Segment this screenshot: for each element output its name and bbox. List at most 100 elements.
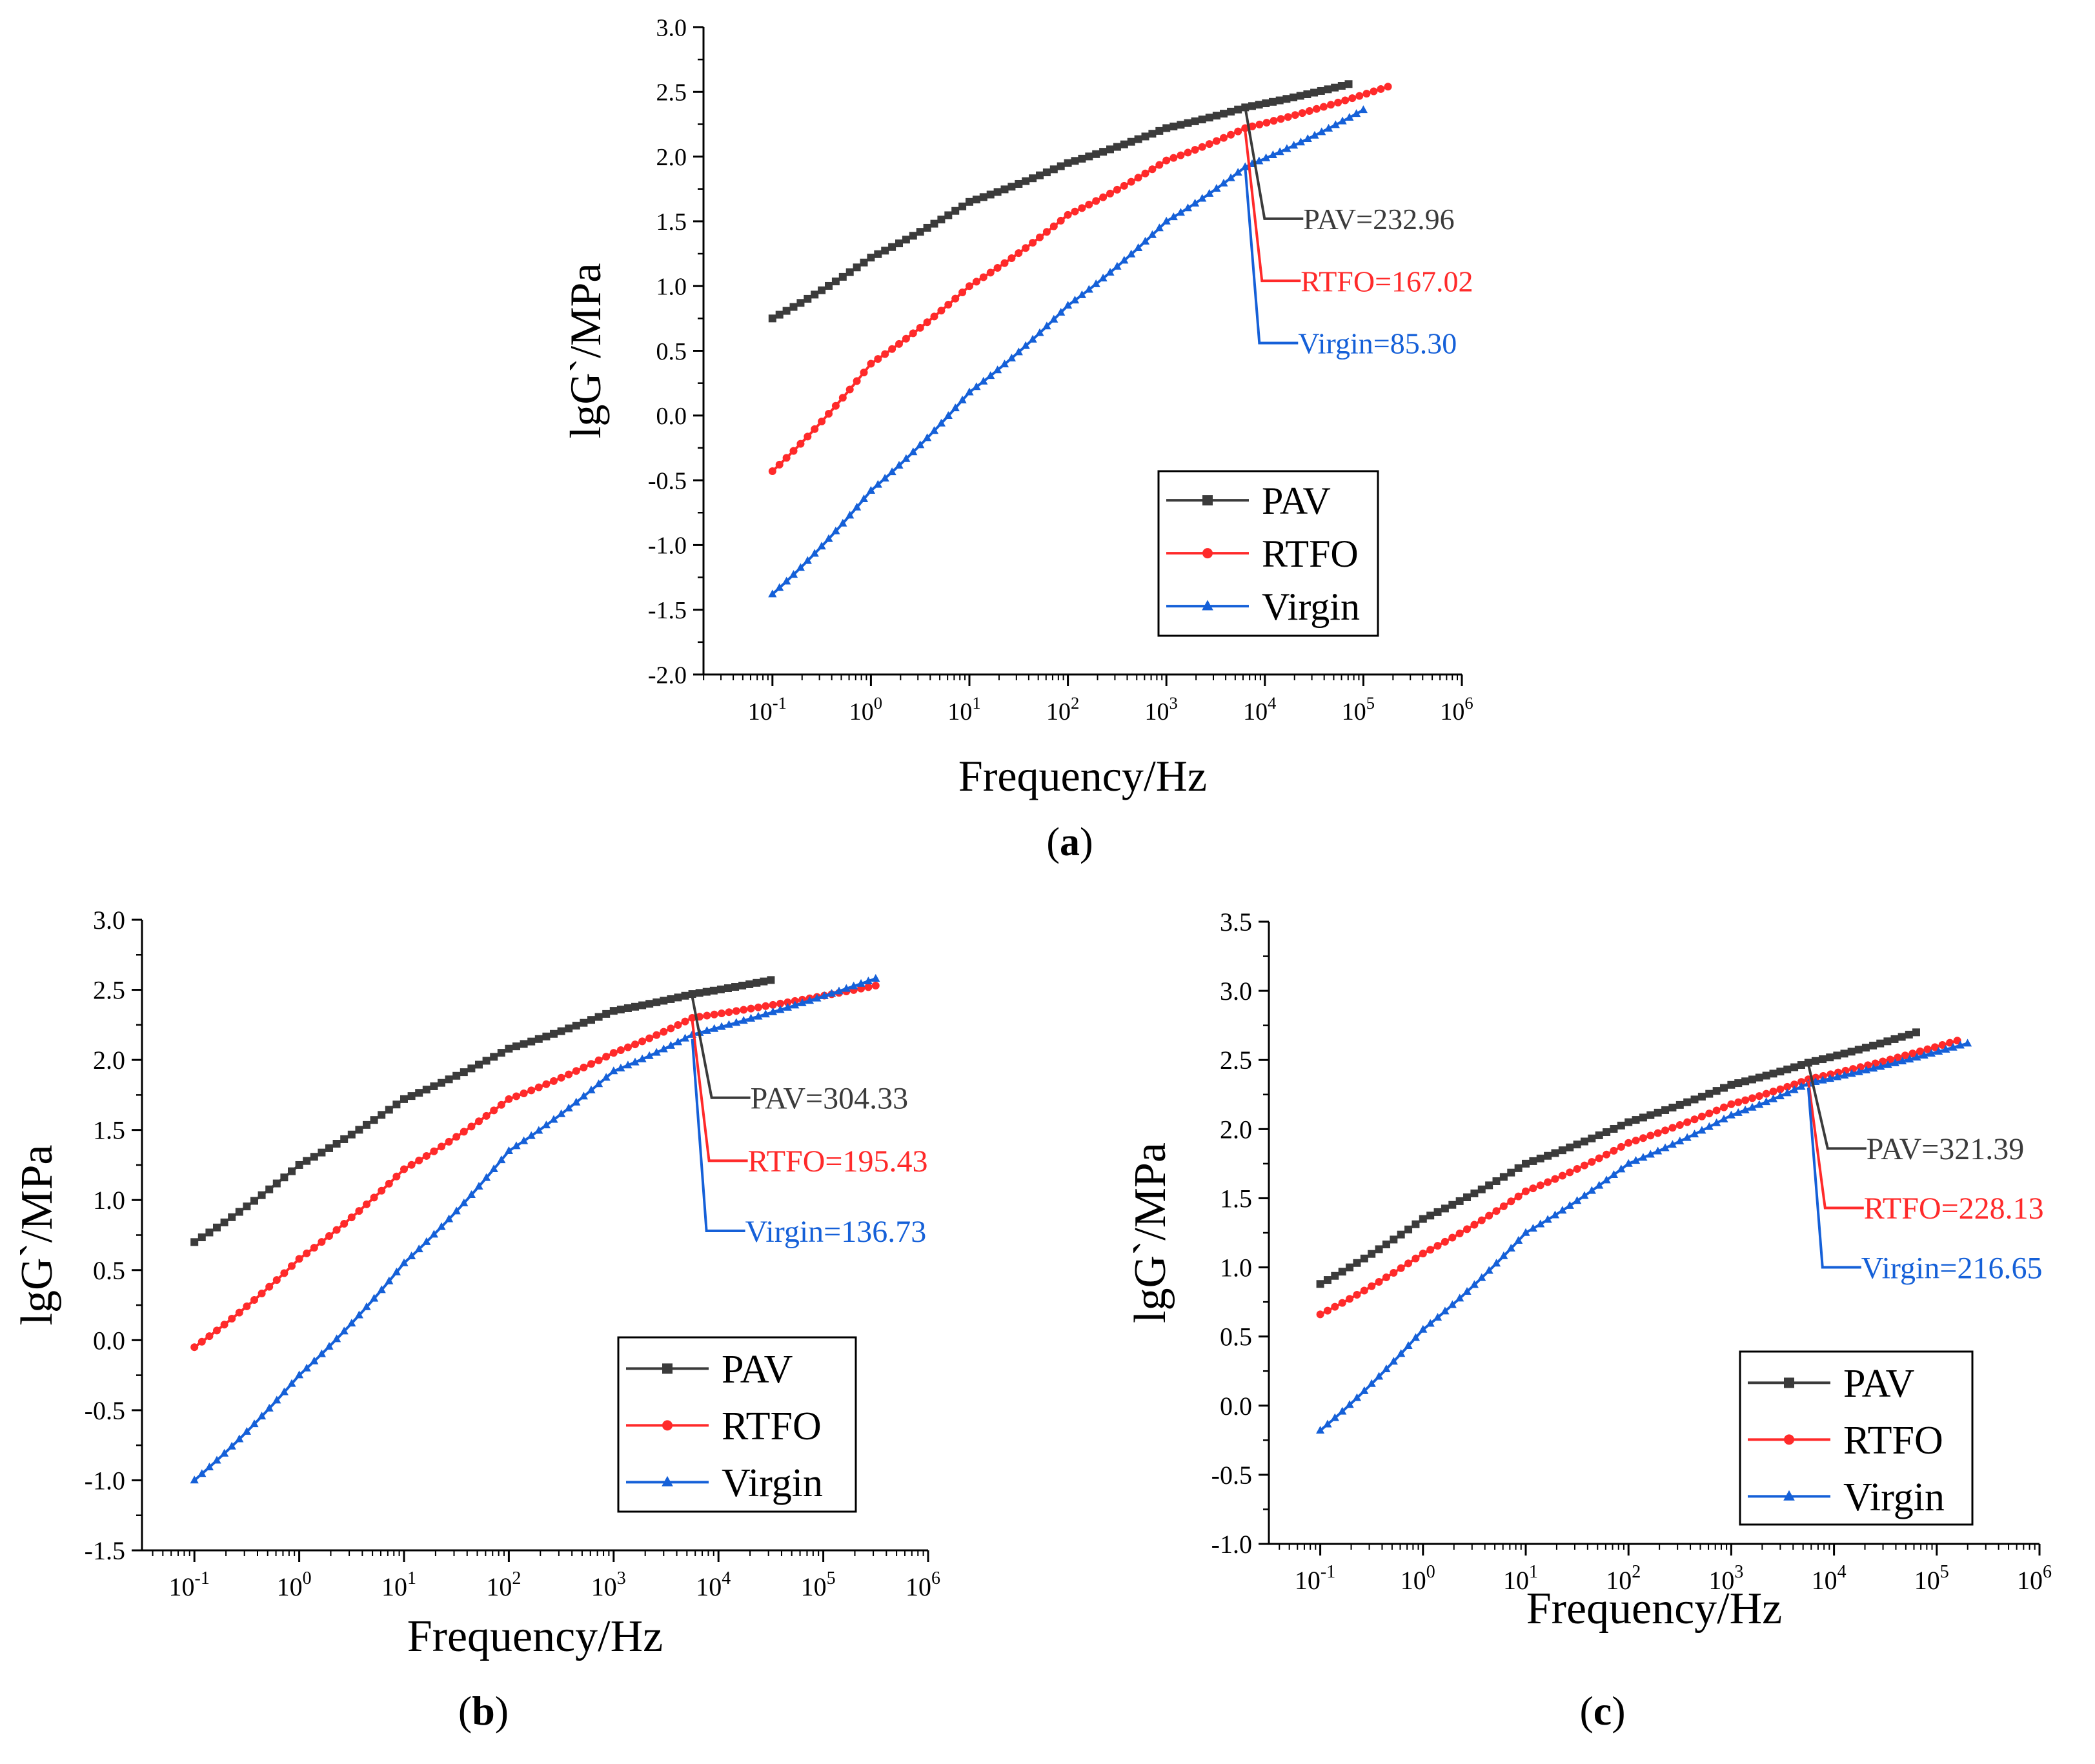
data-point bbox=[1690, 1095, 1699, 1104]
data-point bbox=[1296, 137, 1306, 146]
annotation-leader-virgin bbox=[1807, 1087, 1861, 1269]
data-point bbox=[1227, 107, 1235, 116]
data-point bbox=[602, 1009, 611, 1018]
data-point bbox=[1029, 174, 1037, 183]
data-point bbox=[1573, 1141, 1581, 1149]
data-point bbox=[638, 1054, 647, 1062]
legend: PAV RTFO Virgin bbox=[1157, 470, 1379, 637]
data-point bbox=[1305, 106, 1313, 115]
data-point bbox=[1064, 159, 1072, 167]
data-point bbox=[1291, 111, 1299, 119]
data-point bbox=[845, 385, 854, 394]
legend: PAV RTFO Virgin bbox=[1739, 1350, 1974, 1526]
data-point bbox=[745, 980, 754, 988]
data-point bbox=[1078, 154, 1086, 163]
y-tick-label: 1.5 bbox=[1220, 1184, 1252, 1213]
data-point bbox=[1317, 86, 1325, 95]
data-point bbox=[653, 1031, 661, 1039]
data-point bbox=[1919, 1051, 1928, 1059]
data-point bbox=[1690, 1115, 1699, 1124]
data-point bbox=[258, 1289, 266, 1297]
data-point bbox=[1595, 1131, 1603, 1139]
data-point bbox=[1035, 328, 1044, 336]
data-point bbox=[1127, 137, 1135, 146]
data-point bbox=[776, 999, 785, 1008]
data-point bbox=[564, 1103, 573, 1111]
data-point bbox=[534, 1035, 543, 1043]
data-point bbox=[1331, 1303, 1339, 1311]
data-point bbox=[1617, 1121, 1625, 1130]
data-point bbox=[370, 1116, 378, 1124]
data-point bbox=[1931, 1043, 1939, 1051]
data-point bbox=[1382, 1273, 1390, 1282]
data-point bbox=[1049, 165, 1058, 174]
data-point bbox=[1580, 1161, 1588, 1170]
data-point bbox=[1323, 1276, 1331, 1284]
data-point bbox=[923, 223, 931, 232]
data-point bbox=[754, 1003, 762, 1011]
data-point bbox=[1840, 1049, 1848, 1058]
data-point bbox=[1558, 1206, 1567, 1214]
data-point bbox=[1705, 1110, 1714, 1118]
data-point bbox=[1177, 151, 1185, 159]
data-point bbox=[1353, 1259, 1361, 1267]
data-point bbox=[497, 1155, 506, 1164]
data-point bbox=[1234, 127, 1242, 136]
data-point bbox=[400, 1165, 408, 1173]
data-point bbox=[1948, 1042, 1958, 1051]
data-point bbox=[295, 1161, 303, 1169]
data-point bbox=[923, 433, 932, 441]
data-point bbox=[1148, 165, 1157, 174]
data-point bbox=[1441, 1204, 1449, 1213]
data-point bbox=[1077, 290, 1087, 298]
data-point bbox=[1169, 122, 1178, 130]
data-point bbox=[880, 473, 889, 482]
data-point bbox=[767, 976, 775, 984]
data-point bbox=[775, 583, 784, 591]
x-tick-label: 101 bbox=[381, 1568, 416, 1601]
y-tick-label: 0.0 bbox=[1220, 1392, 1252, 1421]
data-point bbox=[227, 1441, 236, 1450]
data-point bbox=[638, 1037, 647, 1046]
data-point bbox=[1762, 1071, 1770, 1080]
x-axis-title: Frequency/Hz bbox=[407, 1612, 663, 1661]
data-point bbox=[1946, 1039, 1954, 1047]
data-point bbox=[1854, 1046, 1863, 1054]
data-point bbox=[250, 1419, 259, 1428]
data-point bbox=[1573, 1196, 1582, 1204]
data-point bbox=[1916, 1047, 1924, 1055]
annotation-virgin: Virgin=216.65 bbox=[1861, 1251, 2043, 1285]
data-point bbox=[1602, 1175, 1611, 1184]
data-point bbox=[1338, 1406, 1347, 1415]
data-point bbox=[1719, 1114, 1728, 1122]
data-point bbox=[776, 1005, 785, 1013]
data-point bbox=[1499, 1173, 1508, 1181]
data-point bbox=[1345, 112, 1354, 121]
chart-panel-b: -1.5 -1.0 -0.5 0.0 0.5 1.0 1.5 2.0 2.5 3.0 10-1 100… bbox=[12, 906, 940, 1734]
data-point bbox=[1092, 150, 1100, 158]
legend-label-rtfo: RTFO bbox=[1262, 532, 1359, 575]
y-tick-label: -1.0 bbox=[1211, 1530, 1252, 1559]
data-point bbox=[717, 1022, 726, 1030]
data-point bbox=[616, 1046, 625, 1054]
data-point bbox=[681, 1017, 689, 1026]
data-point bbox=[1833, 1051, 1841, 1060]
data-point bbox=[1748, 1075, 1756, 1084]
data-point bbox=[363, 1120, 370, 1129]
data-point bbox=[1275, 147, 1284, 156]
data-point bbox=[1514, 1192, 1523, 1201]
data-point bbox=[1484, 1266, 1493, 1274]
y-tick-label: -0.5 bbox=[1211, 1461, 1252, 1490]
annotation-rtfo: RTFO=228.13 bbox=[1864, 1191, 2044, 1226]
data-point bbox=[1477, 1216, 1486, 1224]
data-point bbox=[1183, 203, 1193, 212]
data-point bbox=[1741, 1105, 1750, 1113]
data-point bbox=[318, 1148, 326, 1157]
data-point bbox=[415, 1089, 423, 1097]
data-point bbox=[703, 1011, 711, 1020]
legend-marker-pav bbox=[1202, 495, 1213, 506]
data-point bbox=[866, 485, 876, 494]
data-point bbox=[550, 1029, 558, 1038]
data-point bbox=[228, 1213, 236, 1221]
data-point bbox=[902, 454, 911, 462]
